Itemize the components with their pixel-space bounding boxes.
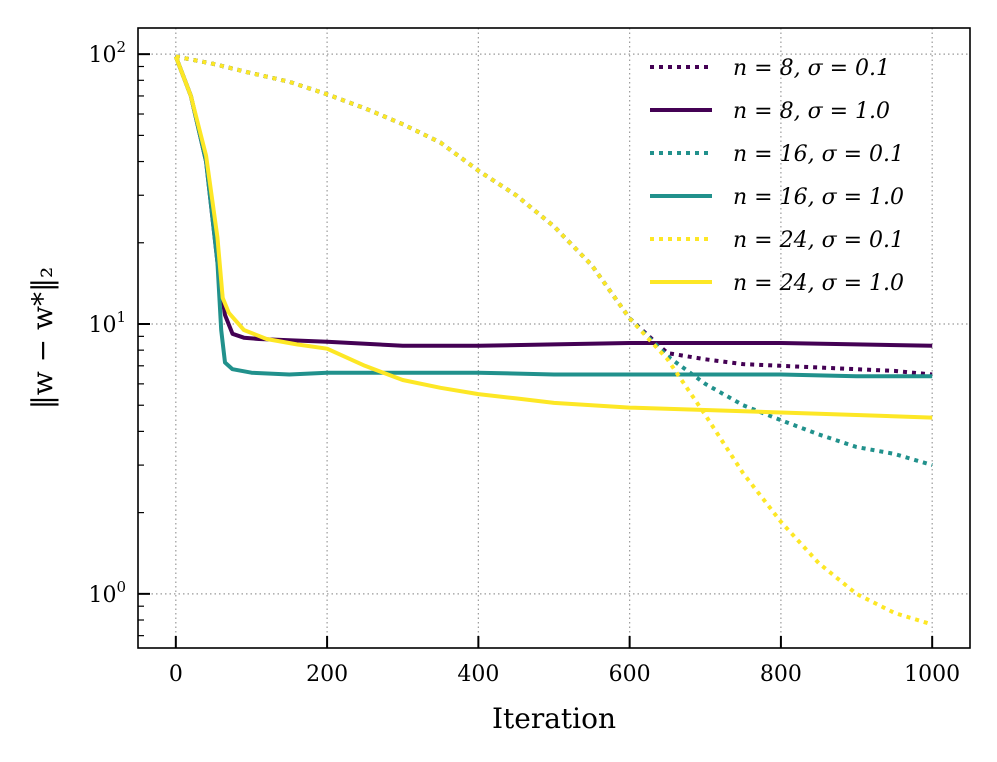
x-axis-label: Iteration [492, 702, 616, 735]
x-tick-label: 1000 [904, 662, 960, 687]
y-tick-label: 102 [88, 38, 126, 68]
x-tick-label: 0 [169, 662, 183, 687]
legend-label: n = 8, σ = 0.1 [733, 56, 890, 81]
grid [138, 28, 970, 648]
y-axis-label: ‖w − w*‖₂ [26, 267, 59, 409]
y-tick-label: 100 [88, 578, 126, 608]
legend-label: n = 8, σ = 1.0 [733, 99, 890, 124]
x-tick-label: 600 [609, 662, 651, 687]
legend-label: n = 24, σ = 0.1 [733, 228, 904, 253]
y-tick-label: 101 [88, 308, 126, 338]
series-line [173, 55, 933, 420]
series-line [175, 54, 933, 627]
plot-frame [137, 27, 971, 649]
series-line [173, 55, 933, 379]
legend-label: n = 24, σ = 1.0 [733, 271, 904, 296]
series-group [173, 54, 933, 627]
x-tick-label: 800 [760, 662, 802, 687]
legend-label: n = 16, σ = 1.0 [733, 185, 904, 210]
legend: n = 8, σ = 0.1 n = 8, σ = 1.0 n = 16, σ = … [650, 56, 904, 296]
x-tick-label: 200 [306, 662, 348, 687]
axes: 0 200 400 600 800 1000 100 101 102 [88, 38, 960, 687]
x-tick-label: 400 [457, 662, 499, 687]
legend-label: n = 16, σ = 0.1 [733, 142, 904, 167]
